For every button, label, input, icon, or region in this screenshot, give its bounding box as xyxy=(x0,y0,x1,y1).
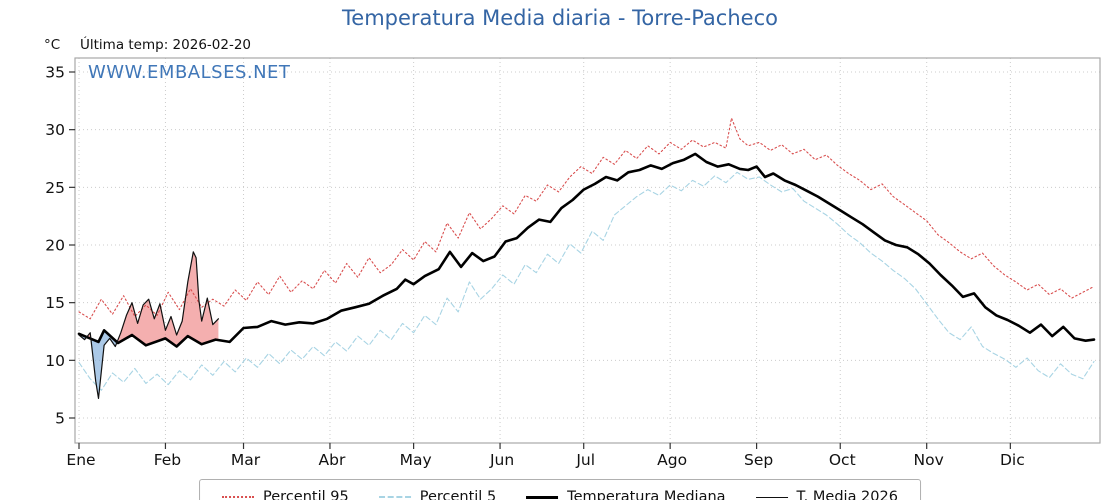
x-tick-label: Jun xyxy=(489,451,514,469)
y-tick-label: 15 xyxy=(45,294,65,312)
legend: Percentil 95 Percentil 5 Temperatura Med… xyxy=(199,479,921,500)
legend-label-percentil-5: Percentil 5 xyxy=(419,489,497,500)
last-temp-annotation: Última temp: 2026-02-20 xyxy=(80,37,252,53)
x-tick-label: Oct xyxy=(829,451,856,469)
y-axis-unit-label: °C xyxy=(44,37,61,53)
legend-label-tmedia-2026: T. Media 2026 xyxy=(796,489,898,500)
x-tick-label: Sep xyxy=(744,451,773,469)
plot-frame xyxy=(74,57,1101,444)
series-line xyxy=(78,251,219,399)
plot-area: 5 10 15 20 25 30 35 Ene Feb Mar Abr May Jun Jul Ago Sep… xyxy=(45,57,1101,469)
y-tick-label: 10 xyxy=(45,352,65,370)
series-line xyxy=(77,152,1096,348)
y-tick-label: 35 xyxy=(45,64,65,82)
y-tick-label: 25 xyxy=(45,179,65,197)
legend-line-sample-tmedia-2026 xyxy=(755,496,788,498)
legend-item-percentil-5: Percentil 5 xyxy=(378,489,497,500)
x-tick-label: Abr xyxy=(319,451,346,469)
x-tick-label: Ago xyxy=(657,451,687,469)
legend-item-mediana: Temperatura Mediana xyxy=(526,489,726,500)
x-tick-label: Jul xyxy=(575,451,595,469)
watermark: WWW.EMBALSES.NET xyxy=(88,62,291,83)
x-tick-label: Nov xyxy=(914,451,944,469)
legend-label-percentil-95: Percentil 95 xyxy=(263,489,349,500)
y-tick-label: 20 xyxy=(45,237,65,255)
legend-line-sample-mediana xyxy=(526,495,559,499)
legend-line-sample-percentil-95 xyxy=(222,496,255,498)
y-tick-label: 30 xyxy=(45,121,65,139)
legend-item-percentil-95: Percentil 95 xyxy=(222,489,349,500)
x-tick-label: May xyxy=(400,451,432,469)
series-line xyxy=(78,117,1095,320)
x-tick-label: Feb xyxy=(154,451,181,469)
legend-label-mediana: Temperatura Mediana xyxy=(567,489,726,500)
series-line xyxy=(78,171,1095,391)
legend-line-sample-percentil-5 xyxy=(378,496,411,498)
legend-item-tmedia-2026: T. Media 2026 xyxy=(755,489,898,500)
x-tick-label: Mar xyxy=(231,451,261,469)
x-tick-label: Dic xyxy=(1000,451,1025,469)
x-tick-label: Ene xyxy=(66,451,95,469)
y-tick-label: 5 xyxy=(55,410,65,428)
chart-title: Temperatura Media diaria - Torre-Pacheco xyxy=(342,6,778,30)
